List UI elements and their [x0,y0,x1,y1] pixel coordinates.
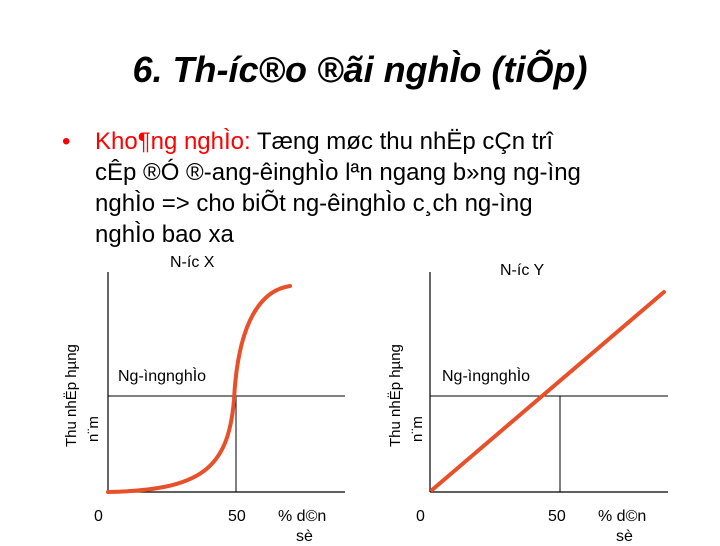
bullet-term: Kho¶ng nghÌo: [95,128,251,155]
left-y-axis-label-2: n¨m [85,416,102,442]
right-threshold-label: Ng-ìngnghÌo [442,368,531,385]
right-x-tick-0: 0 [416,508,425,525]
bullet-text: Kho¶ng nghÌo: Tæng møc thu nhËp cÇn trî … [95,126,695,250]
left-x-tick-50: 50 [228,508,246,525]
left-x-tick-0: 0 [94,508,103,525]
bullet-marker: • [62,128,71,155]
bullet-line-4: nghÌo bao xa [95,221,234,248]
right-income-line [430,290,666,492]
left-country-label: N-íc X [170,254,215,271]
right-x-axis-label-2: sè [616,528,633,545]
bullet-line-2: cÊp ®Ó ®-ang-êinghÌo lªn ngang b»ng ng-ì… [95,159,581,186]
bullet-line-3: nghÌo => cho biÕt ng-êinghÌo c¸ch ng-ìng [95,190,533,217]
right-y-axis-label-1: Thu nhËp hµng [387,344,404,447]
left-x-axis-label-1: % d©n [278,508,327,525]
bullet-line-1-rest: Tæng møc thu nhËp cÇn trî [250,128,554,155]
right-x-axis-label-1: % d©n [598,508,647,525]
right-country-label: N-íc Y [500,262,545,279]
left-y-axis-label-1: Thu nhËp hµng [63,344,80,447]
left-threshold-label: Ng-ìngnghÌo [118,368,207,385]
slide-title: 6. Th-íc®o ®ãi nghÌo (tiÕp) [132,49,588,90]
left-income-curve [106,284,292,494]
right-y-axis-label-2: n¨m [409,416,426,442]
right-x-tick-50: 50 [548,508,566,525]
bullet-line-1: Kho¶ng nghÌo: Tæng møc thu nhËp cÇn trî [95,126,695,157]
left-x-axis-label-2: sè [296,528,313,545]
